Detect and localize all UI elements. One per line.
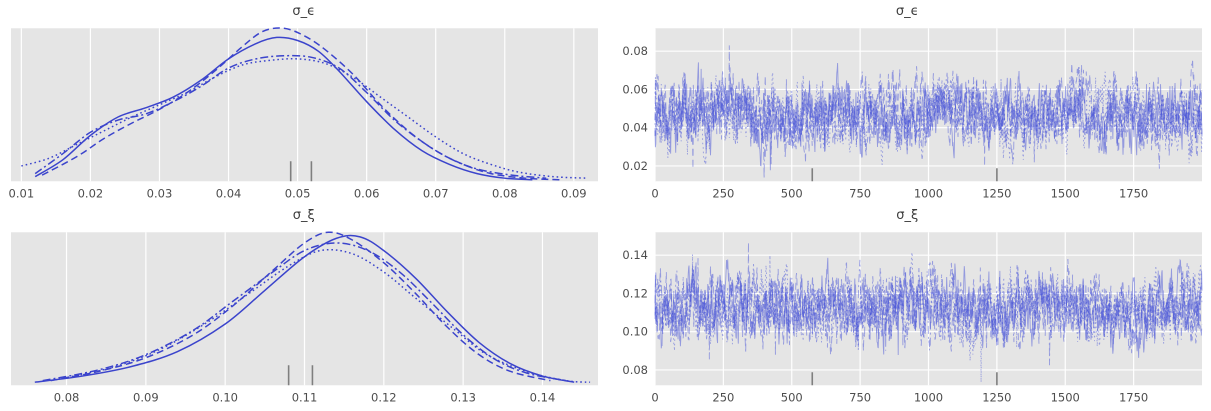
x-tick-label: 0.07 [423, 186, 449, 200]
x-tick-label: 1500 [1050, 390, 1079, 404]
trace-plot-sigma-epsilon: 0 250 500 750 1000 1250 1500 1750 0.02 0.04 0.06 0.… [622, 28, 1203, 200]
y-tick-label: 0.02 [622, 159, 648, 173]
x-tick-label: 0.11 [292, 390, 318, 404]
x-tick-label: 750 [849, 186, 871, 200]
y-tick-label: 0.08 [622, 362, 648, 376]
kde-plot-sigma-xi: 0.08 0.09 0.10 0.11 0.12 0.13 0.14 [11, 230, 599, 404]
x-tick-label: 0.08 [54, 390, 80, 404]
x-tick-label: 500 [781, 186, 803, 200]
x-tick-label: 0.08 [492, 186, 518, 200]
series-line-chain-1 [654, 241, 1203, 354]
x-tick-label: 0.05 [285, 186, 311, 200]
x-tick-label: 1250 [982, 390, 1011, 404]
x-tick-label: 0.04 [216, 186, 242, 200]
x-tick-label: 0.01 [9, 186, 35, 200]
series-line-chain-2 [34, 54, 547, 179]
plot-title-trace-sigma-xi: σ_ξ [896, 207, 919, 223]
y-tick-label: 0.08 [622, 44, 648, 58]
x-tick-label: 250 [712, 186, 734, 200]
x-tick-label: 0.13 [451, 390, 477, 404]
series-line-chain-1 [50, 230, 551, 381]
series-line-chain-3 [58, 248, 591, 383]
panel-trace-sigma-xi: σ_ξ 0 250 500 750 1000 1250 1500 1750 0.08 0.10 0.… [606, 206, 1210, 410]
x-tick-label: 1250 [982, 186, 1011, 200]
y-tick-label: 0.14 [622, 248, 648, 262]
x-tick-label: 1750 [1119, 186, 1148, 200]
x-tick-label: 0.03 [147, 186, 173, 200]
x-tick-label: 1500 [1050, 186, 1079, 200]
panel-kde-sigma-xi: σ_ξ 0.08 0.09 0.10 0.11 0.12 0.13 0.14 [2, 206, 606, 410]
x-tick-label: 0.10 [213, 390, 239, 404]
series-line-chain-0 [34, 234, 575, 383]
y-tick-label: 0.06 [622, 82, 648, 96]
x-tick-label: 0 [651, 390, 658, 404]
trace-plot-sigma-xi: 0 250 500 750 1000 1250 1500 1750 0.08 0.10 0.12 0.… [622, 231, 1203, 404]
series-line-chain-3 [21, 57, 588, 179]
y-tick-label: 0.04 [622, 121, 648, 135]
y-tick-label: 0.10 [622, 324, 648, 338]
series-line-chain-3 [654, 67, 1203, 165]
x-tick-label: 0.14 [530, 390, 556, 404]
series-line-chain-3 [654, 251, 1203, 382]
panel-trace-sigma-epsilon: σ_ϵ 0 250 500 750 1000 1250 1500 1750 0.02 0.04 0.… [606, 2, 1210, 206]
y-tick-label: 0.12 [622, 286, 648, 300]
x-tick-label: 0.02 [78, 186, 104, 200]
x-tick-label: 0.09 [133, 390, 159, 404]
x-tick-label: 0.09 [561, 186, 587, 200]
x-tick-label: 1000 [914, 186, 943, 200]
plot-background [11, 28, 599, 182]
x-tick-label: 250 [712, 390, 734, 404]
x-tick-label: 1000 [914, 390, 943, 404]
series-line-chain-2 [654, 70, 1203, 179]
x-tick-label: 0.12 [371, 390, 397, 404]
x-tick-label: 1750 [1119, 390, 1148, 404]
plot-title-kde-sigma-xi: σ_ξ [292, 207, 315, 223]
plot-title-trace-sigma-epsilon: σ_ϵ [895, 4, 919, 19]
x-tick-label: 500 [781, 390, 803, 404]
series-line-chain-2 [42, 241, 567, 381]
kde-plot-sigma-epsilon: 0.01 0.02 0.03 0.04 0.05 0.06 0.07 0.08 0.09 [9, 27, 599, 200]
panel-kde-sigma-epsilon: σ_ϵ 0.01 0.02 0.03 0.04 0.05 0.06 0.07 0.08 0.09 [2, 2, 606, 206]
plot-title-kde-sigma-epsilon: σ_ϵ [292, 4, 316, 19]
x-tick-label: 750 [849, 390, 871, 404]
series-line-chain-0 [35, 36, 533, 181]
x-tick-label: 0 [651, 186, 658, 200]
x-tick-label: 0.06 [354, 186, 380, 200]
series-line-chain-2 [654, 257, 1202, 365]
